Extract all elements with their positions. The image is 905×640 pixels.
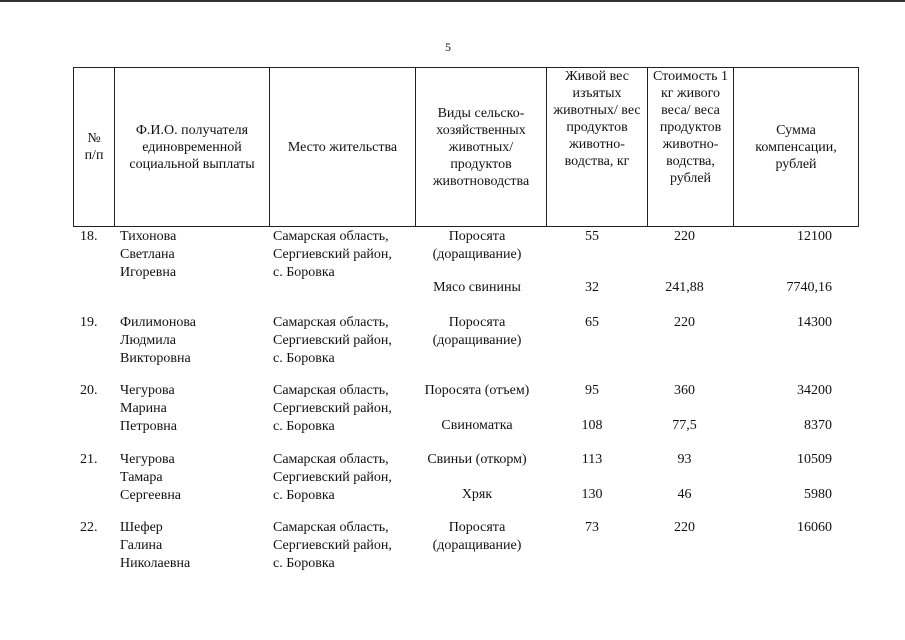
row-number: 19. <box>80 315 98 330</box>
compensation-sum: 7740,16 <box>786 280 833 295</box>
residence: Самарская область, Сергиевский район, с.… <box>273 452 392 503</box>
header-place: Место жительства <box>269 67 416 227</box>
recipient-name: Чегурова Марина Петровна <box>120 383 177 434</box>
price-per-kg: 241,88 <box>665 280 704 295</box>
weight-kg: 32 <box>585 280 599 295</box>
price-per-kg: 77,5 <box>672 418 697 433</box>
price-per-kg: 220 <box>674 315 695 330</box>
weight-kg: 113 <box>581 452 603 467</box>
recipient-name: Тихонова Светлана Игоревна <box>120 229 177 280</box>
weight-kg: 73 <box>585 520 599 535</box>
animal-kind: Поросята (доращивание) <box>432 315 522 348</box>
header-sum: Сумма компенсации, рублей <box>733 67 859 227</box>
price-per-kg: 93 <box>677 452 692 467</box>
recipient-name: Чегурова Тамара Сергеевна <box>120 452 182 503</box>
price-per-kg: 220 <box>674 229 695 244</box>
compensation-sum: 5980 <box>804 487 832 502</box>
scan-edge <box>0 0 905 2</box>
animal-kind: Поросята (доращивание) <box>432 229 522 262</box>
recipient-name: Шефер Галина Николаевна <box>120 520 191 571</box>
header-kind: Виды сельско-хозяйственных животных/ про… <box>415 67 547 227</box>
row-number: 22. <box>80 520 98 535</box>
compensation-sum: 12100 <box>797 229 832 244</box>
price-per-kg: 360 <box>674 383 695 398</box>
animal-kind: Свиньи (откорм) <box>427 452 527 467</box>
compensation-sum: 16060 <box>797 520 832 535</box>
weight-kg: 108 <box>581 418 603 433</box>
recipient-name: Филимонова Людмила Викторовна <box>120 315 197 366</box>
animal-kind: Поросята (доращивание) <box>432 520 522 553</box>
header-name: Ф.И.О. получателя единовременной социаль… <box>114 67 270 227</box>
weight-kg: 55 <box>585 229 599 244</box>
row-number: 21. <box>80 452 98 467</box>
residence: Самарская область, Сергиевский район, с.… <box>273 315 392 366</box>
residence: Самарская область, Сергиевский район, с.… <box>273 520 392 571</box>
row-number: 18. <box>80 229 98 244</box>
weight-kg: 65 <box>585 315 599 330</box>
residence: Самарская область, Сергиевский район, с.… <box>273 229 392 280</box>
compensation-sum: 14300 <box>797 315 832 330</box>
header-num: № п/п <box>73 67 115 227</box>
compensation-sum: 8370 <box>804 418 832 433</box>
row-number: 20. <box>80 383 98 398</box>
header-text: № п/п <box>84 131 104 163</box>
animal-kind: Поросята (отъем) <box>424 383 530 398</box>
price-per-kg: 46 <box>677 487 692 502</box>
animal-kind: Хряк <box>461 487 493 502</box>
weight-kg: 130 <box>581 487 603 502</box>
weight-kg: 95 <box>585 383 599 398</box>
price-per-kg: 220 <box>674 520 695 535</box>
residence: Самарская область, Сергиевский район, с.… <box>273 383 392 434</box>
header-price: Стоимость 1 кг живого веса/ веса продукт… <box>647 67 734 227</box>
animal-kind: Мясо свинины <box>433 280 521 295</box>
page-number: 5 <box>445 40 451 54</box>
compensation-sum: 34200 <box>797 383 832 398</box>
header-weight: Живой вес изъятых животных/ вес продукто… <box>546 67 648 227</box>
animal-kind: Свиноматка <box>441 418 513 433</box>
compensation-sum: 10509 <box>797 452 832 467</box>
table-header: № п/п Ф.И.О. получателя единовременной с… <box>73 67 859 227</box>
